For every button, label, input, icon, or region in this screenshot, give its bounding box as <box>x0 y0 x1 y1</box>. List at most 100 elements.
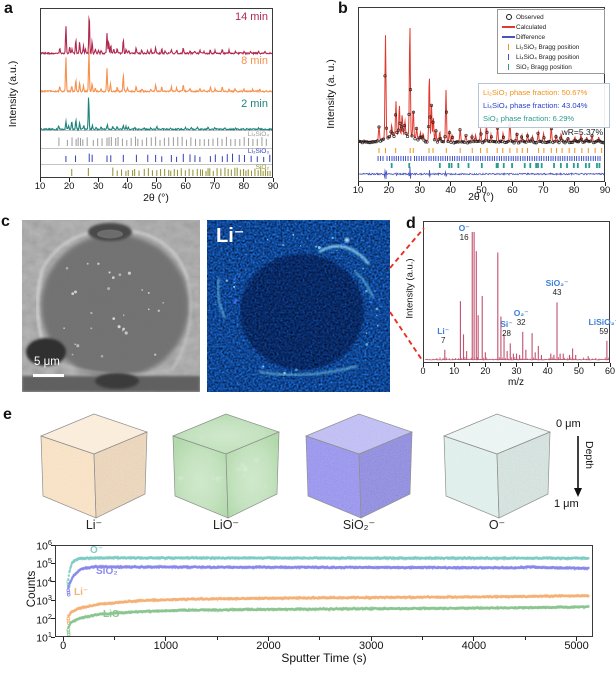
depth-profile-x-minor-tick <box>216 637 218 640</box>
xrd-a-x-tick <box>185 178 187 182</box>
depth-profile-x-tick <box>576 637 578 641</box>
mass-spectrum-x-tick <box>578 363 580 367</box>
rietveld-x-tick <box>419 182 421 186</box>
peak-mass-label: 7 <box>441 335 446 345</box>
depth-profile-x-tick-label: 2000 <box>256 640 281 652</box>
panel-letter-e: e <box>3 406 12 423</box>
mass-spectrum-x-tick-label: 40 <box>542 366 553 376</box>
xrd-a-x-tick-label: 40 <box>122 181 133 192</box>
panel-letter-d: d <box>406 215 416 232</box>
sims-cube <box>172 413 280 519</box>
depth-profile-y-tick <box>51 581 55 583</box>
rietveld-x-axis-label: 2θ (°) <box>468 191 494 203</box>
xrd-a-bragg-row-label: Li₄SiO₄ <box>247 131 269 138</box>
xrd-a-x-tick <box>243 178 245 182</box>
rietveld-x-tick <box>388 182 390 186</box>
peak-ion-label: O₂⁻ <box>513 307 529 318</box>
phase-fraction-line: Li₂SiO₃ phase fraction: 50.67% <box>483 88 588 97</box>
xrd-a-bragg-row-label: SiO₂ <box>255 164 269 171</box>
peak-mass-label: 16 <box>459 233 469 242</box>
depth-profile-y-tick-label: 103 <box>36 593 52 608</box>
mass-spectrum-x-tick-label: 0 <box>420 366 426 376</box>
legend-line-icon <box>501 26 516 28</box>
depth-profile-y-tick <box>51 618 55 620</box>
sims-cube <box>40 413 148 519</box>
rietveld-legend: Observed Calculated Difference Li₂SiO₃ Brag… <box>497 9 605 74</box>
scalebar <box>33 374 64 377</box>
rietveld-x-tick <box>542 182 544 186</box>
peak-mass-label: 43 <box>552 288 562 298</box>
rietveld-x-tick-label: 40 <box>445 185 456 196</box>
xrd-a-x-tick <box>214 178 216 182</box>
xrd-chart-a-canvas <box>40 8 273 178</box>
legend-item-label: Li₄SiO₄ Bragg position <box>516 53 580 61</box>
mass-spectrum-x-tick <box>422 363 424 367</box>
depth-profile-x-tick-label: 0 <box>60 640 67 652</box>
peak-mass-label: 59 <box>599 326 609 336</box>
depth-profile-x-tick <box>473 637 475 641</box>
xrd-a-x-tick-label: 80 <box>238 181 250 192</box>
xrd-a-x-tick-label: 30 <box>92 181 104 192</box>
legend-tick-icon <box>501 64 516 70</box>
mass-spectrum-x-tick <box>484 363 486 367</box>
mass-spectrum-x-tick-label: 30 <box>511 366 522 376</box>
rietveld-x-tick-label: 80 <box>568 185 580 196</box>
wr-value: wR=5.37% <box>561 127 603 137</box>
xrd-a-x-tick-label: 70 <box>209 181 221 192</box>
rietveld-x-tick-label: 90 <box>599 185 611 196</box>
rietveld-x-tick <box>481 182 482 186</box>
xrd-a-y-axis-label: Intensity (a.u.) <box>7 60 19 128</box>
depth-profile-x-tick <box>165 637 167 641</box>
connector-dashed-lines <box>384 214 428 366</box>
mass-spectrum-x-minor-tick <box>469 363 471 366</box>
depth-profile-canvas <box>55 545 593 637</box>
rietveld-x-tick <box>511 182 513 186</box>
depth-scale-label: Depth <box>583 441 595 470</box>
legend-item-label: SiO₂ Bragg position <box>516 63 572 71</box>
depth-profile-series-label: LiO⁻ <box>103 609 125 620</box>
xrd-a-x-tick-label: 50 <box>151 181 162 192</box>
mass-spectrum-x-tick <box>547 363 549 367</box>
rietveld-x-tick-label: 60 <box>507 185 518 196</box>
mass-spectrum-x-tick-label: 20 <box>480 366 491 376</box>
mass-spectrum-x-tick-label: 50 <box>573 366 584 376</box>
xrd-a-x-tick <box>39 178 41 182</box>
depth-profile-x-tick <box>268 637 270 641</box>
depth-profile-y-tick <box>51 544 55 546</box>
depth-profile-y-tick <box>51 636 55 638</box>
rietveld-x-tick <box>450 182 452 186</box>
mass-spectrum-canvas <box>423 221 610 363</box>
depth-profile-y-tick-label: 105 <box>36 556 52 571</box>
mass-spectrum-x-minor-tick <box>531 363 533 366</box>
xrd-a-series-label: 2 min <box>241 98 268 110</box>
depth-profile-y-tick <box>51 562 55 564</box>
rietveld-x-tick <box>357 182 359 186</box>
rietveld-x-tick-label: 50 <box>476 185 487 196</box>
scalebar-label: 5 μm <box>34 356 60 368</box>
rietveld-x-tick-label: 30 <box>414 185 426 196</box>
xrd-a-x-tick-label: 20 <box>63 181 75 192</box>
panel-letter-b: b <box>338 0 348 17</box>
depth-profile-x-tick <box>370 637 372 641</box>
depth-profile-x-tick-label: 1000 <box>153 640 179 652</box>
legend-item-label: Li₂SiO₃ Bragg position <box>516 43 580 51</box>
mass-spectrum-x-tick <box>516 363 517 367</box>
depth-profile-x-minor-tick <box>114 637 116 640</box>
phase-fraction-line: SiO₂ phase fraction: 6.29% <box>483 114 575 123</box>
peak-ion-label: LiSiO₂⁻ <box>588 316 616 327</box>
sem-image <box>22 220 200 392</box>
depth-profile-x-minor-tick <box>422 637 424 640</box>
mass-spectrum-x-minor-tick <box>562 363 564 366</box>
xrd-a-x-axis-label: 2θ (°) <box>143 192 169 204</box>
cube-label: Li⁻ <box>85 518 103 532</box>
li-ion-map-image <box>207 220 390 392</box>
xrd-a-series-label: 8 min <box>241 55 268 67</box>
mass-spectrum-x-minor-tick <box>593 363 595 366</box>
legend-item: Difference <box>501 32 601 42</box>
rietveld-x-tick-label: 20 <box>383 185 395 196</box>
legend-tick-icon <box>501 54 516 60</box>
xrd-a-x-tick-label: 90 <box>267 181 279 192</box>
depth-profile-y-tick-label: 101 <box>36 630 52 645</box>
rietveld-x-tick-label: 10 <box>352 185 364 196</box>
rietveld-x-tick-label: 70 <box>537 185 549 196</box>
